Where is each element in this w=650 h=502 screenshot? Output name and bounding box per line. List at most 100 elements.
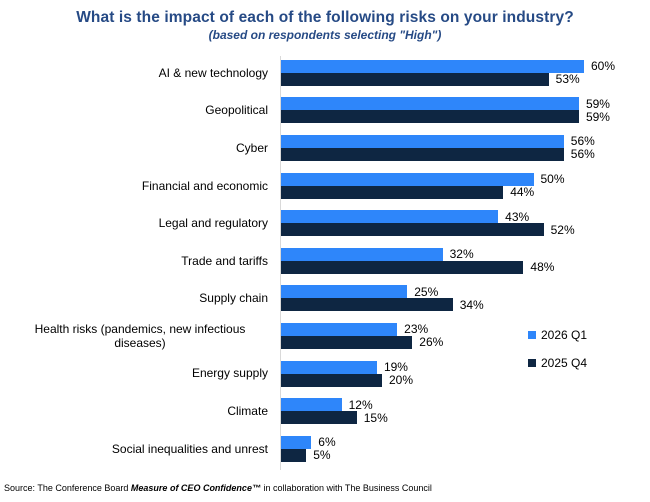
chart-row: Energy supply 19% 20% [0,355,650,393]
y-axis-line [280,56,281,470]
bar-line: 59% [281,109,650,124]
bar-line: 50% [281,172,650,187]
value-label: 60% [591,59,616,74]
chart-title: What is the impact of each of the follow… [76,9,574,26]
source-prefix: Source: The Conference Board [4,483,131,493]
value-label: 43% [505,209,530,224]
value-label: 25% [414,284,439,299]
bar-2026-q1 [281,435,312,449]
chart-row: Social inequalities and unrest 6% 5% [0,430,650,468]
value-label: 12% [348,397,373,412]
bar-2025-q4 [281,110,579,124]
legend: 2026 Q1 2025 Q4 [528,328,587,384]
bar-2026-q1 [281,285,408,299]
bar-line: 6% [281,435,650,450]
value-label: 59% [585,96,610,111]
bar-group: 12% 15% [281,397,650,425]
value-label: 6% [318,435,336,450]
value-label: 48% [530,260,555,275]
category-label: Energy supply [191,366,268,381]
bar-line: 15% [281,410,650,425]
bar-2025-q4 [281,335,413,349]
value-label: 15% [363,410,388,425]
bar-group: 50% 44% [281,172,650,199]
bar-line: 53% [281,72,650,87]
chart-row: Climate 12% 15% [0,392,650,430]
bar-group: 60% 53% [281,59,650,87]
bar-line: 48% [281,260,650,275]
value-label: 59% [585,109,610,124]
bar-group: 43% 52% [281,209,650,237]
value-label: 19% [383,360,408,375]
bar-line: 25% [281,284,650,299]
source-brand: Measure of CEO Confidence [130,483,252,493]
bar-2025-q4 [281,411,357,425]
value-label: 23% [404,322,429,337]
bar-2026-q1 [281,247,443,261]
bar-group: 25% 34% [281,284,650,312]
chart-rows: AI & new technology 60% 53% Geopolitical 59%… [0,54,650,468]
bar-group: 19% 20% [281,360,650,388]
legend-swatch-icon [528,331,536,339]
source-suffix: in collaboration with The Business Counc… [260,483,432,493]
value-label: 20% [389,373,414,388]
source-note: Source: The Conference Board Measure of … [4,483,432,493]
legend-item: 2025 Q4 [528,356,587,370]
category-label: Legal and regulatory [158,216,268,231]
bar-2026-q1 [281,59,584,73]
bar-group: 32% 48% [281,247,650,275]
bar-line: 56% [281,147,650,162]
bar-line: 34% [281,297,650,312]
chart-row: Health risks (pandemics, new infectious … [0,317,650,355]
category-label: Financial and economic [141,178,268,193]
bar-chart: AI & new technology 60% 53% Geopolitical 59%… [0,54,650,470]
bar-2026-q1 [281,134,564,148]
bar-line: 44% [281,185,650,199]
category-label: Geopolitical [205,103,268,118]
bar-line: 26% [281,335,650,349]
bar-line: 43% [281,209,650,224]
value-label: 34% [459,297,484,312]
bar-line: 59% [281,96,650,111]
bar-2025-q4 [281,373,382,387]
chart-row: Supply chain 25% 34% [0,280,650,318]
chart-row: Legal and regulatory 43% 52% [0,204,650,242]
bar-line: 23% [281,322,650,337]
value-label: 53% [555,72,580,87]
bar-2026-q1 [281,97,579,111]
category-label: Supply chain [199,291,268,306]
bar-2025-q4 [281,298,453,312]
bar-2026-q1 [281,210,499,224]
category-label: Trade and tariffs [181,253,268,268]
bar-group: 6% 5% [281,435,650,463]
category-label: Health risks (pandemics, new infectious … [34,321,246,350]
bar-2026-q1 [281,360,377,374]
bar-group: 23% 26% [281,322,650,349]
bar-line: 12% [281,397,650,412]
bar-2026-q1 [281,322,398,336]
bar-line: 52% [281,223,650,237]
value-label: 50% [540,172,565,187]
chart-row: Financial and economic 50% 44% [0,167,650,205]
value-label: 5% [313,448,331,463]
bar-2025-q4 [281,147,564,161]
category-label: AI & new technology [158,65,268,80]
chart-row: Cyber 56% 56% [0,129,650,167]
chart-row: Trade and tariffs 32% 48% [0,242,650,280]
bar-group: 59% 59% [281,96,650,124]
chart-row: AI & new technology 60% 53% [0,54,650,92]
legend-swatch-icon [528,359,536,367]
category-label: Social inequalities and unrest [111,441,268,456]
bar-group: 56% 56% [281,134,650,162]
bar-line: 20% [281,373,650,388]
bar-2025-q4 [281,223,544,237]
value-label: 56% [570,147,595,162]
bar-2026-q1 [281,172,534,186]
value-label: 56% [570,134,595,149]
bar-line: 19% [281,360,650,375]
bar-2025-q4 [281,448,307,462]
bar-2025-q4 [281,260,524,274]
legend-label: 2025 Q4 [541,356,588,370]
bar-2026-q1 [281,398,342,412]
